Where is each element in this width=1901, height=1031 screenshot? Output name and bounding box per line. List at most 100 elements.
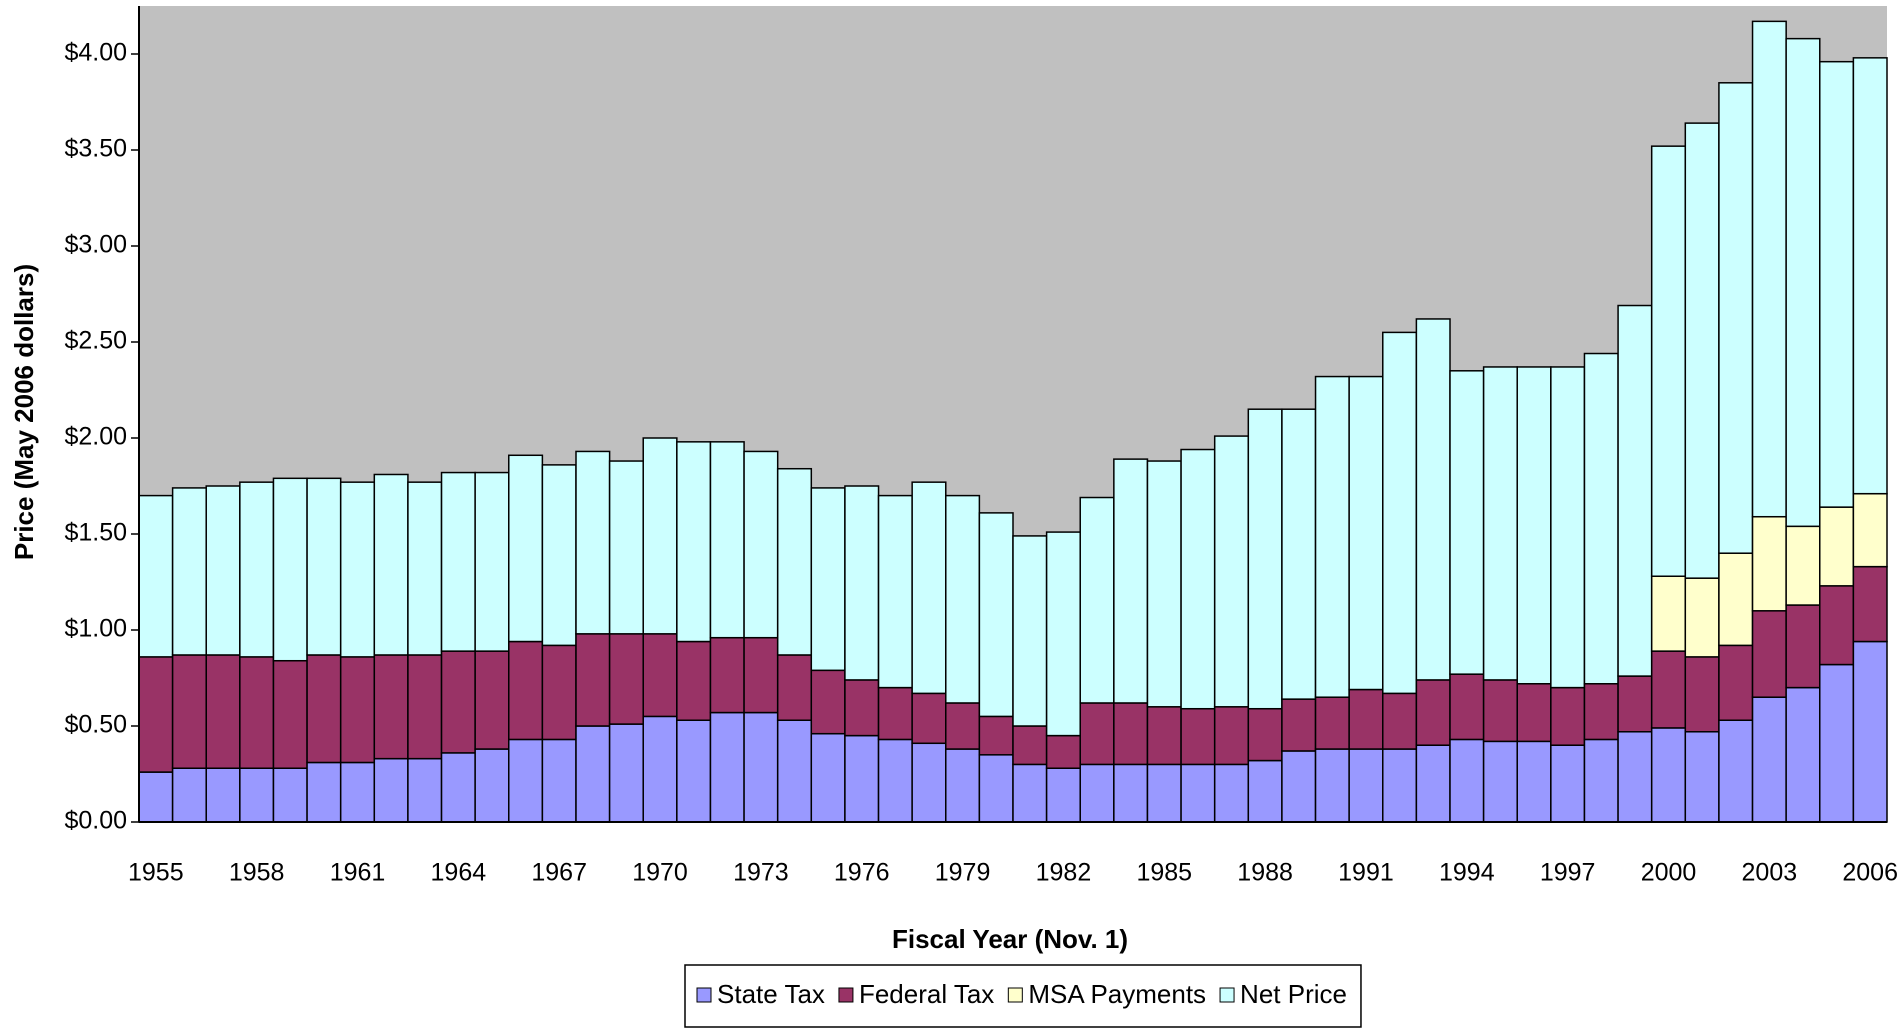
bar-segment [239,656,275,769]
bar-segment [1146,706,1182,766]
bar-segment [1650,575,1687,652]
bar-segment [407,481,443,656]
bar-segment [1012,763,1048,823]
bar-segment [339,481,376,658]
bar-segment [1113,763,1149,823]
bar-segment [1382,692,1418,750]
bar-segment [1718,552,1754,647]
x-tick-label: 1964 [431,859,487,887]
bar-segment [205,767,241,823]
bar-segment [1449,738,1485,823]
bar-segment [1482,679,1518,743]
y-axis-title: Price (May 2006 dollars) [9,264,39,560]
bar-segment [1045,767,1081,823]
bar-segment [1012,725,1048,766]
bar-segment [1314,748,1350,823]
bar-segment [810,732,846,823]
bar-segment [676,640,712,721]
bar-segment [1852,565,1888,643]
x-tick-label: 1955 [128,859,184,887]
bar-segment [1113,702,1149,766]
bar-segment [1684,656,1720,733]
bar-segment [1247,707,1283,762]
bar-segment [844,679,880,737]
bar-segment [440,752,476,823]
bar-segment [1045,531,1081,737]
x-axis-title: Fiscal Year (Nov. 1) [892,924,1128,954]
legend: State Tax Federal Tax MSA Payments Net Pric… [684,964,1362,1028]
bar-segment [1684,577,1720,658]
bar-segment [541,464,577,647]
bar-segment [1785,37,1821,528]
bar-segment [1348,688,1384,750]
bar-segment [1684,122,1720,579]
bar-segment [911,742,947,823]
legend-label: Federal Tax [859,979,994,1009]
bar-segment [642,437,678,635]
bar-segment [945,748,981,823]
bar-segment [171,654,207,769]
legend-swatch [838,987,854,1003]
bar-segment [608,460,644,635]
legend-label: State Tax [717,979,825,1009]
bar-segment [1516,740,1552,823]
bar-segment [1650,727,1687,823]
bar-segment [1348,375,1384,691]
x-tick-label: 1967 [531,859,587,887]
bar-segment [1751,696,1787,823]
bar-segment [272,767,308,823]
bar-segment [138,771,174,823]
x-tick-label: 1982 [1036,859,1092,887]
legend-box [684,964,1362,1028]
y-tick-label: $1.50 [64,519,127,547]
bar-segment [373,654,409,760]
bar-segment [1785,686,1821,823]
y-tick-label: $2.00 [64,423,127,451]
y-tick-label: $0.50 [64,711,127,739]
bar-segment [306,477,342,656]
y-tick-label: $2.50 [64,327,127,355]
bar-segment [171,487,207,656]
x-tick-label: 1985 [1136,859,1192,887]
bar-segment [1045,734,1081,769]
bar-segment [205,485,241,656]
bar-segment [1247,408,1283,710]
bar-segment [541,738,577,823]
bar-segment [911,692,947,745]
bar-segment [1146,460,1182,708]
bar-segment [1751,610,1787,698]
x-tick-label: 1991 [1338,859,1394,887]
bar-segment [1113,458,1149,704]
legend-label: Net Price [1240,979,1347,1009]
bar-segment [978,512,1014,718]
bar-segment [474,748,510,823]
bar-segment [1180,763,1216,823]
bar-segment [709,711,745,823]
bar-segment [541,644,577,741]
x-tick-label: 1961 [330,859,386,887]
bar-segment [407,654,443,760]
y-tick-label: $3.50 [64,135,127,163]
bar-segment [1852,57,1888,495]
bar-segment [239,481,275,658]
bar-segment [911,481,947,695]
bar-segment [138,656,174,773]
legend-swatch [696,987,712,1003]
bar-segment [1482,740,1518,823]
bar-segment [1382,331,1418,695]
bar-segment [1382,748,1418,823]
legend-swatch [1007,987,1023,1003]
bar-segment [776,654,813,721]
bar-segment [978,715,1014,756]
bar-segment [1718,82,1754,554]
bar-segment [1314,696,1350,750]
bar-segment [1213,435,1250,708]
bar-segment [1583,683,1619,741]
bar-segment [1247,759,1283,823]
bar-segment [339,656,376,764]
bar-segment [776,719,813,823]
bar-segment [877,738,913,823]
bar-segment [1751,20,1787,518]
bar-segment [676,719,712,823]
x-tick-label: 2006 [1842,859,1898,887]
